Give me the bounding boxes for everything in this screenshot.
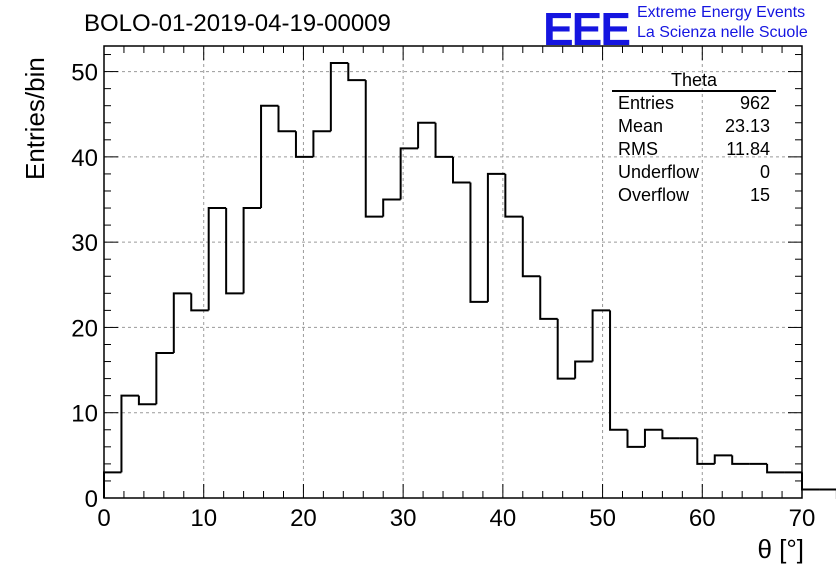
- stats-row-underflow: Underflow 0: [612, 161, 776, 184]
- histogram-bin: [434, 122, 453, 158]
- y-tick-label: 30: [71, 230, 98, 257]
- histogram-bin: [696, 438, 715, 465]
- stats-label: Mean: [618, 116, 664, 136]
- histogram-bin: [329, 62, 349, 132]
- histogram-bin: [801, 472, 820, 491]
- y-tick-label: 50: [71, 60, 98, 87]
- chart-title: BOLO-01-2019-04-19-00009: [84, 10, 391, 37]
- x-tick-label: 20: [290, 505, 317, 532]
- logo-line-1: Extreme Energy Events: [637, 4, 806, 21]
- histogram-bin: [364, 80, 384, 218]
- histogram-bin: [347, 63, 366, 82]
- stats-row-mean: Mean 23.13: [612, 115, 776, 138]
- stats-label: RMS: [618, 139, 658, 159]
- histogram-bin: [574, 360, 593, 379]
- stats-value: 23.13: [724, 116, 770, 136]
- stats-label: Underflow: [618, 162, 700, 182]
- histogram-bin: [539, 276, 558, 320]
- stats-title: Theta: [612, 70, 776, 92]
- stats-value: 15: [749, 185, 770, 205]
- x-tick-label: 10: [190, 505, 217, 532]
- x-tick-label: 0: [97, 505, 110, 532]
- histogram-bin: [120, 394, 139, 473]
- stats-value: 0: [759, 162, 770, 182]
- histogram-bin: [382, 198, 401, 217]
- x-tick-label: 70: [789, 505, 816, 532]
- histogram-bin: [260, 104, 279, 209]
- histogram-bin: [643, 428, 663, 447]
- histogram-bin: [137, 395, 157, 406]
- histogram-bin: [731, 455, 750, 465]
- x-axis-label: θ [°]: [757, 534, 804, 564]
- stats-value: 11.84: [726, 139, 770, 159]
- x-tick-label: 60: [689, 505, 716, 532]
- stats-value: 962: [739, 93, 770, 113]
- histogram-bin: [556, 318, 576, 380]
- histogram-bin: [626, 429, 645, 448]
- histogram-bin: [190, 293, 209, 312]
- histogram-bin: [609, 310, 628, 431]
- histogram-bin: [486, 172, 506, 302]
- histogram-bin: [469, 182, 488, 303]
- stats-row-overflow: Overflow 15: [612, 184, 776, 207]
- stats-box: Theta Entries 962 Mean 23.13 RMS 11.84 U…: [612, 70, 776, 207]
- histogram-bin: [417, 121, 436, 149]
- y-axis-label: Entries/bin: [20, 57, 50, 180]
- histogram-bin: [207, 207, 227, 311]
- y-tick-label: 40: [71, 145, 98, 172]
- plot-frame: [103, 45, 803, 499]
- y-tick-label: 20: [71, 315, 98, 342]
- histogram-bin: [504, 173, 523, 218]
- histogram-bin: [452, 156, 471, 184]
- stats-row-entries: Entries 962: [612, 92, 776, 115]
- histogram-bin: [155, 352, 174, 405]
- histogram-bin: [103, 471, 122, 498]
- histogram-bin: [399, 147, 419, 200]
- histogram-bin: [225, 208, 244, 295]
- histogram-bin: [713, 454, 733, 464]
- stats-label: Overflow: [618, 185, 690, 205]
- y-tick-label: 10: [71, 401, 98, 428]
- histogram-bin: [661, 429, 680, 440]
- histogram-bin: [591, 309, 611, 362]
- histogram-bin: [766, 463, 785, 474]
- stats-label: Entries: [618, 93, 675, 113]
- histogram-bin: [277, 105, 296, 133]
- y-tick-label: 0: [85, 486, 98, 513]
- histogram-bin: [521, 216, 541, 278]
- histogram-bin: [172, 292, 192, 354]
- logo-line-2: La Scienza nelle Scuole: [637, 24, 808, 41]
- x-tick-label: 40: [490, 505, 517, 532]
- histogram-bin: [294, 131, 314, 158]
- histogram-bin: [312, 130, 331, 157]
- stats-row-rms: RMS 11.84: [612, 138, 776, 161]
- histogram-bin: [242, 207, 262, 294]
- eee-logo: EEE: [543, 3, 631, 55]
- x-tick-label: 50: [589, 505, 616, 532]
- x-tick-label: 30: [390, 505, 417, 532]
